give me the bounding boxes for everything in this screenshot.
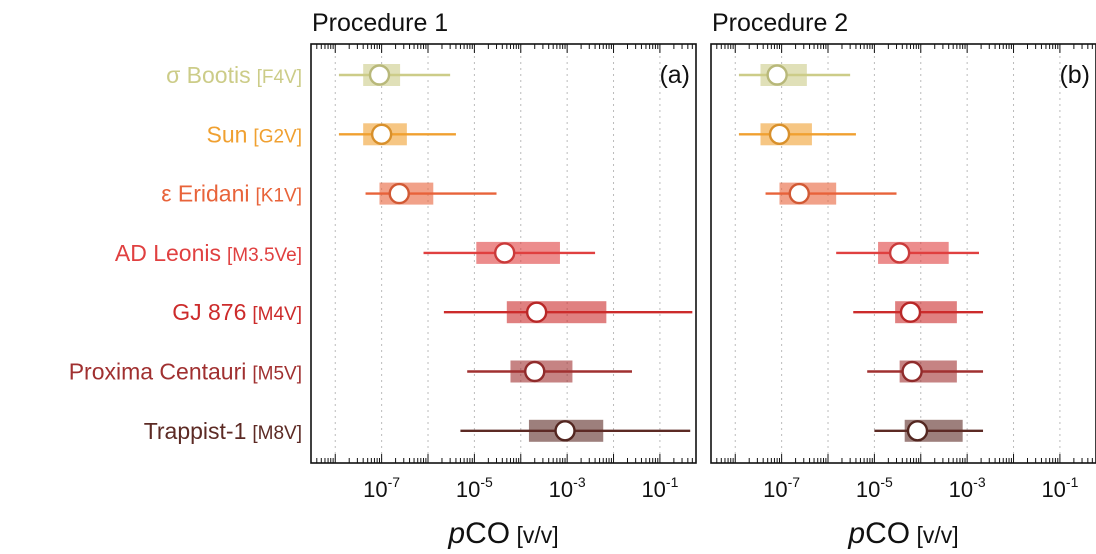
x-axis-label: pCO [v/v] — [447, 517, 558, 550]
x-axis-label-main: CO — [865, 517, 910, 550]
tick-mantissa: 10 — [456, 477, 480, 502]
tick-label: 10-3 — [949, 474, 986, 502]
median-marker — [888, 242, 911, 264]
tick-mantissa: 10 — [763, 477, 787, 502]
tick-label: 10-1 — [641, 474, 678, 502]
median-marker — [899, 301, 922, 323]
star-name: Proxima Centauri — [69, 359, 247, 385]
tick-mantissa: 10 — [641, 477, 665, 502]
tick-exponent: -5 — [880, 474, 893, 490]
star-name: Trappist-1 — [144, 418, 247, 444]
star-label: Trappist-1 [M8V] — [144, 418, 302, 444]
tick-exponent: -1 — [666, 474, 679, 490]
star-name: AD Leonis — [115, 240, 221, 266]
tick-mantissa: 10 — [549, 477, 573, 502]
tick-label: 10-3 — [549, 474, 586, 502]
tick-mantissa: 10 — [949, 477, 973, 502]
star-name: GJ 876 — [172, 299, 246, 325]
star-type: [K1V] — [256, 186, 302, 207]
star-label: σ Bootis [F4V] — [166, 62, 302, 88]
star-labels: σ Bootis [F4V] Sun [G2V] ε Eridani [K1V] AD Le… — [69, 62, 302, 444]
star-name: Sun — [206, 121, 247, 147]
tick-label: 10-7 — [363, 474, 400, 502]
star-name: σ Bootis — [166, 62, 251, 88]
tick-mantissa: 10 — [856, 477, 880, 502]
tick-exponent: -5 — [480, 474, 493, 490]
tick-exponent: -7 — [388, 474, 401, 490]
panel-letter: (b) — [1059, 61, 1090, 89]
star-label: GJ 876 [M4V] — [172, 299, 302, 325]
star-name: ε Eridani — [161, 181, 249, 207]
x-axis-label-main: CO — [465, 517, 510, 550]
tick-label: 10-5 — [456, 474, 493, 502]
tick-exponent: -3 — [573, 474, 586, 490]
median-marker — [906, 420, 929, 442]
plot-frame — [710, 43, 1096, 464]
tick-exponent: -1 — [1066, 474, 1079, 490]
star-type: [G2V] — [253, 126, 302, 147]
tick-label: 10-5 — [856, 474, 893, 502]
median-marker — [370, 123, 393, 146]
star-label: ε Eridani [K1V] — [161, 181, 302, 207]
median-marker — [768, 123, 791, 146]
x-axis-label-italic: p — [847, 517, 865, 550]
median-marker — [388, 182, 410, 205]
star-type: [M8V] — [252, 423, 302, 444]
tick-exponent: -3 — [973, 474, 986, 490]
star-label: Proxima Centauri [M5V] — [69, 359, 302, 385]
plot-frame — [310, 43, 697, 464]
interval-68 — [506, 301, 607, 324]
tick-label: 10-1 — [1041, 474, 1078, 502]
x-axis-label-italic: p — [447, 517, 465, 550]
median-marker — [368, 64, 391, 86]
star-type: [M4V] — [252, 304, 302, 325]
tick-mantissa: 10 — [363, 477, 387, 502]
interval-68 — [878, 241, 949, 264]
star-label: AD Leonis [M3.5Ve] — [115, 240, 302, 266]
tick-exponent: -7 — [788, 474, 801, 490]
panel-title: Procedure 2 — [712, 9, 848, 37]
interval-68 — [476, 241, 560, 264]
star-label: Sun [G2V] — [206, 121, 302, 147]
tick-label: 10-7 — [763, 474, 800, 502]
star-type: [M3.5Ve] — [227, 245, 302, 266]
panel-letter: (a) — [659, 61, 690, 89]
median-marker — [554, 420, 576, 442]
x-axis-label-unit: [v/v] — [510, 522, 559, 548]
tick-mantissa: 10 — [1041, 477, 1065, 502]
x-axis-label-unit: [v/v] — [910, 522, 959, 548]
x-axis-label: pCO [v/v] — [847, 517, 958, 550]
median-marker — [901, 360, 923, 383]
median-marker — [524, 360, 546, 383]
median-marker — [525, 301, 548, 323]
median-marker — [493, 242, 516, 264]
star-type: [M5V] — [252, 364, 302, 385]
panel-title: Procedure 1 — [312, 9, 448, 37]
star-type: [F4V] — [257, 67, 302, 88]
median-marker — [766, 64, 788, 86]
median-marker — [788, 182, 810, 205]
